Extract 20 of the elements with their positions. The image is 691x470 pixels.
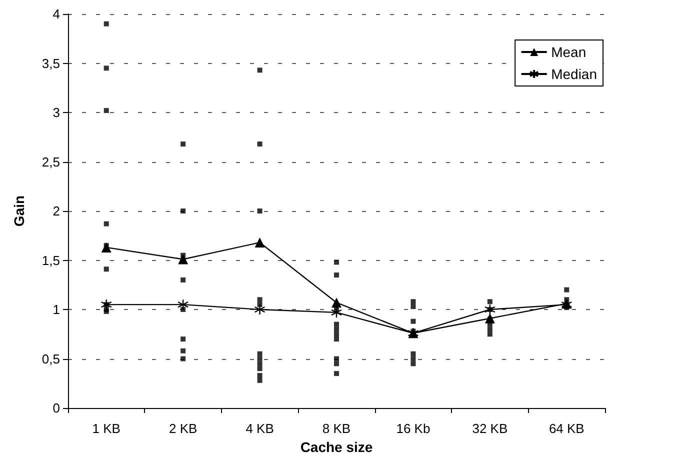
x-tick-label: 2 KB (168, 421, 198, 436)
y-tick-label: 3 (52, 105, 60, 120)
x-tick-label: 32 KB (472, 421, 508, 436)
y-axis-title: Gain (11, 195, 27, 227)
legend-label: Median (551, 66, 598, 82)
legend-label: Mean (551, 44, 586, 60)
y-tick-label: 0,5 (42, 351, 60, 366)
x-tick-label: 64 KB (548, 421, 584, 436)
x-axis-title: Cache size (300, 439, 373, 455)
y-tick-label: 1 (52, 302, 60, 317)
y-tick-label: 2,5 (42, 154, 60, 170)
y-tick-label: 4 (52, 6, 60, 22)
x-tick-label: 16 Kb (396, 421, 430, 436)
x-tick-label: 8 KB (322, 421, 351, 436)
y-tick-label: 1,5 (42, 252, 60, 268)
x-tick-label: 4 KB (246, 421, 274, 436)
y-tick-label: 0 (52, 400, 60, 416)
y-tick-label: 3,5 (42, 56, 60, 71)
y-tick-label: 2 (52, 204, 60, 218)
x-tick-label: 1 KB (92, 421, 120, 436)
